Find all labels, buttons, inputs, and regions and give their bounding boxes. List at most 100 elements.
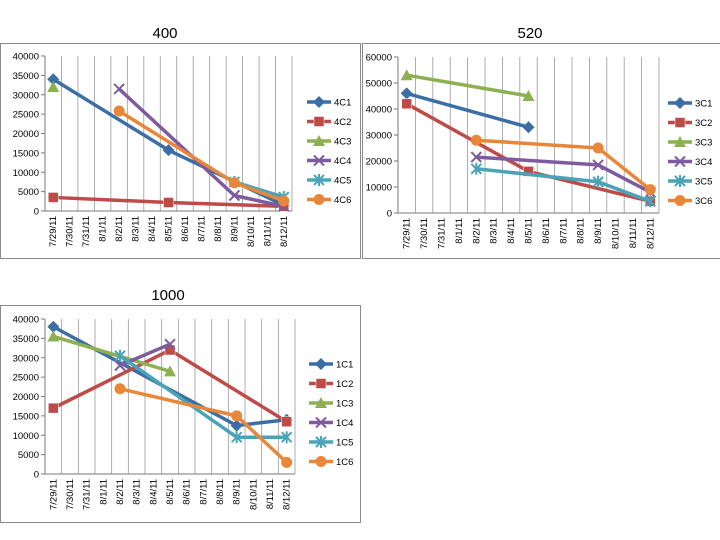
- chart-400: 0 5000 10000 15000 20000 25000 30000 35000 40000…: [0, 43, 361, 259]
- data-point-3C4: [470, 151, 483, 163]
- data-point-1C1: [47, 320, 60, 333]
- data-point-1C4: [164, 338, 176, 350]
- y-tick-label: 0: [387, 209, 392, 220]
- y-tick-label: 50000: [366, 79, 392, 90]
- series-line-1C3: [52, 334, 171, 373]
- x-tick-label: 8/1/11: [98, 216, 109, 242]
- x-tick-label: 8/8/11: [215, 479, 226, 505]
- x-tick-label: 8/10/11: [248, 479, 259, 510]
- data-point-1C2: [48, 402, 59, 414]
- x-tick-label: 8/6/11: [182, 479, 193, 505]
- y-tick-label: 40000: [366, 105, 392, 116]
- x-tick-label: 8/4/11: [506, 218, 517, 244]
- y-tick-label: 30000: [366, 131, 392, 142]
- legend-marker-3C6: [674, 195, 686, 206]
- data-point-3C1: [400, 87, 413, 100]
- legend-label-4C3: 4C3: [334, 137, 351, 148]
- legend-label-1C1: 1C1: [336, 360, 353, 371]
- data-point-4C4: [113, 83, 125, 95]
- data-point-4C6: [113, 105, 125, 117]
- y-tick-label: 40000: [13, 315, 39, 326]
- x-tick-label: 8/7/11: [558, 218, 569, 244]
- x-tick-label: 8/9/11: [232, 479, 243, 505]
- y-tick-label: 20000: [366, 157, 392, 168]
- data-point-3C6: [470, 134, 482, 146]
- legend-marker-1C6: [315, 456, 327, 467]
- y-tick-label: 35000: [13, 334, 39, 345]
- y-tick-label: 0: [34, 470, 39, 481]
- y-tick-label: 15000: [13, 148, 39, 159]
- y-tick-label: 25000: [13, 373, 39, 384]
- data-point-1C5: [280, 431, 293, 444]
- legend-marker-4C6: [313, 194, 325, 205]
- data-point-3C5: [592, 175, 604, 188]
- data-point-1C5: [114, 349, 126, 362]
- data-point-3C6: [644, 184, 656, 196]
- y-tick-label: 10000: [13, 431, 39, 442]
- data-point-3C2: [401, 98, 412, 110]
- y-tick-label: 60000: [366, 53, 392, 64]
- data-point-1C3: [164, 365, 176, 377]
- x-tick-label: 8/5/11: [524, 218, 535, 244]
- x-tick-label: 7/29/11: [48, 216, 59, 247]
- data-point-4C1: [47, 73, 60, 86]
- x-tick-label: 8/12/11: [282, 479, 293, 510]
- x-tick-label: 8/11/11: [628, 218, 639, 248]
- series-line-3C1: [406, 91, 529, 129]
- x-tick-label: 7/29/11: [48, 479, 59, 510]
- legend-label-1C4: 1C4: [336, 418, 353, 429]
- x-tick-label: 7/29/11: [402, 218, 413, 249]
- chart-title-400: 400: [152, 25, 178, 42]
- data-point-4C3: [47, 81, 60, 92]
- x-tick-label: 8/8/11: [576, 218, 587, 244]
- x-tick-label: 8/4/11: [147, 216, 158, 242]
- legend-label-1C2: 1C2: [336, 379, 353, 390]
- x-tick-label: 8/2/11: [114, 216, 125, 242]
- legend-label-4C5: 4C5: [334, 176, 351, 187]
- x-tick-label: 8/2/11: [115, 479, 126, 505]
- legend-label-3C1: 3C1: [695, 99, 712, 110]
- x-tick-label: 8/7/11: [196, 216, 207, 242]
- chart-title-1000: 1000: [151, 287, 185, 304]
- legend-label-3C5: 3C5: [695, 177, 712, 188]
- legend-marker-3C1: [674, 97, 686, 109]
- chart-title-520: 520: [517, 25, 543, 42]
- x-tick-label: 7/30/11: [419, 218, 430, 249]
- legend-marker-4C3: [313, 135, 325, 146]
- legend-label-1C3: 1C3: [336, 399, 353, 410]
- data-point-3C3: [400, 69, 413, 81]
- data-point-4C6: [278, 195, 290, 207]
- y-tick-label: 30000: [13, 353, 39, 364]
- x-tick-label: 8/6/11: [180, 216, 191, 242]
- legend-marker-3C2: [674, 117, 686, 128]
- x-tick-label: 8/7/11: [198, 479, 209, 505]
- data-point-1C3: [47, 330, 60, 342]
- data-point-1C2: [281, 416, 292, 427]
- data-point-3C4: [592, 159, 604, 171]
- legend-marker-1C5: [315, 436, 327, 448]
- data-point-3C1: [522, 121, 535, 134]
- data-point-1C5: [230, 431, 243, 444]
- legend-marker-1C3: [315, 397, 327, 408]
- chart-1000-svg: 0 5000 10000 15000 20000 25000 30000 35000 40000…: [13, 315, 354, 511]
- series-line-1C2: [52, 348, 288, 424]
- data-point-3C2: [523, 166, 534, 177]
- y-tick-label: 5000: [18, 187, 39, 198]
- x-tick-label: 8/11/11: [262, 216, 273, 246]
- x-tick-label: 8/8/11: [213, 216, 224, 242]
- data-point-4C2: [47, 192, 59, 203]
- legend-marker-1C4: [315, 416, 327, 429]
- y-tick-label: 25000: [13, 110, 39, 121]
- x-tick-label: 8/1/11: [98, 479, 109, 505]
- x-tick-label: 7/30/11: [65, 216, 76, 247]
- series-line-3C3: [406, 73, 529, 98]
- legend-marker-4C1: [313, 96, 325, 108]
- x-tick-label: 8/3/11: [131, 216, 142, 242]
- legend-label-4C2: 4C2: [334, 117, 351, 128]
- legend-label-4C4: 4C4: [334, 156, 351, 167]
- legend-label-4C6: 4C6: [334, 195, 351, 206]
- legend-label-3C6: 3C6: [695, 196, 712, 207]
- x-tick-label: 7/31/11: [82, 479, 93, 510]
- y-tick-label: 35000: [13, 71, 39, 82]
- legend-marker-3C3: [674, 136, 686, 147]
